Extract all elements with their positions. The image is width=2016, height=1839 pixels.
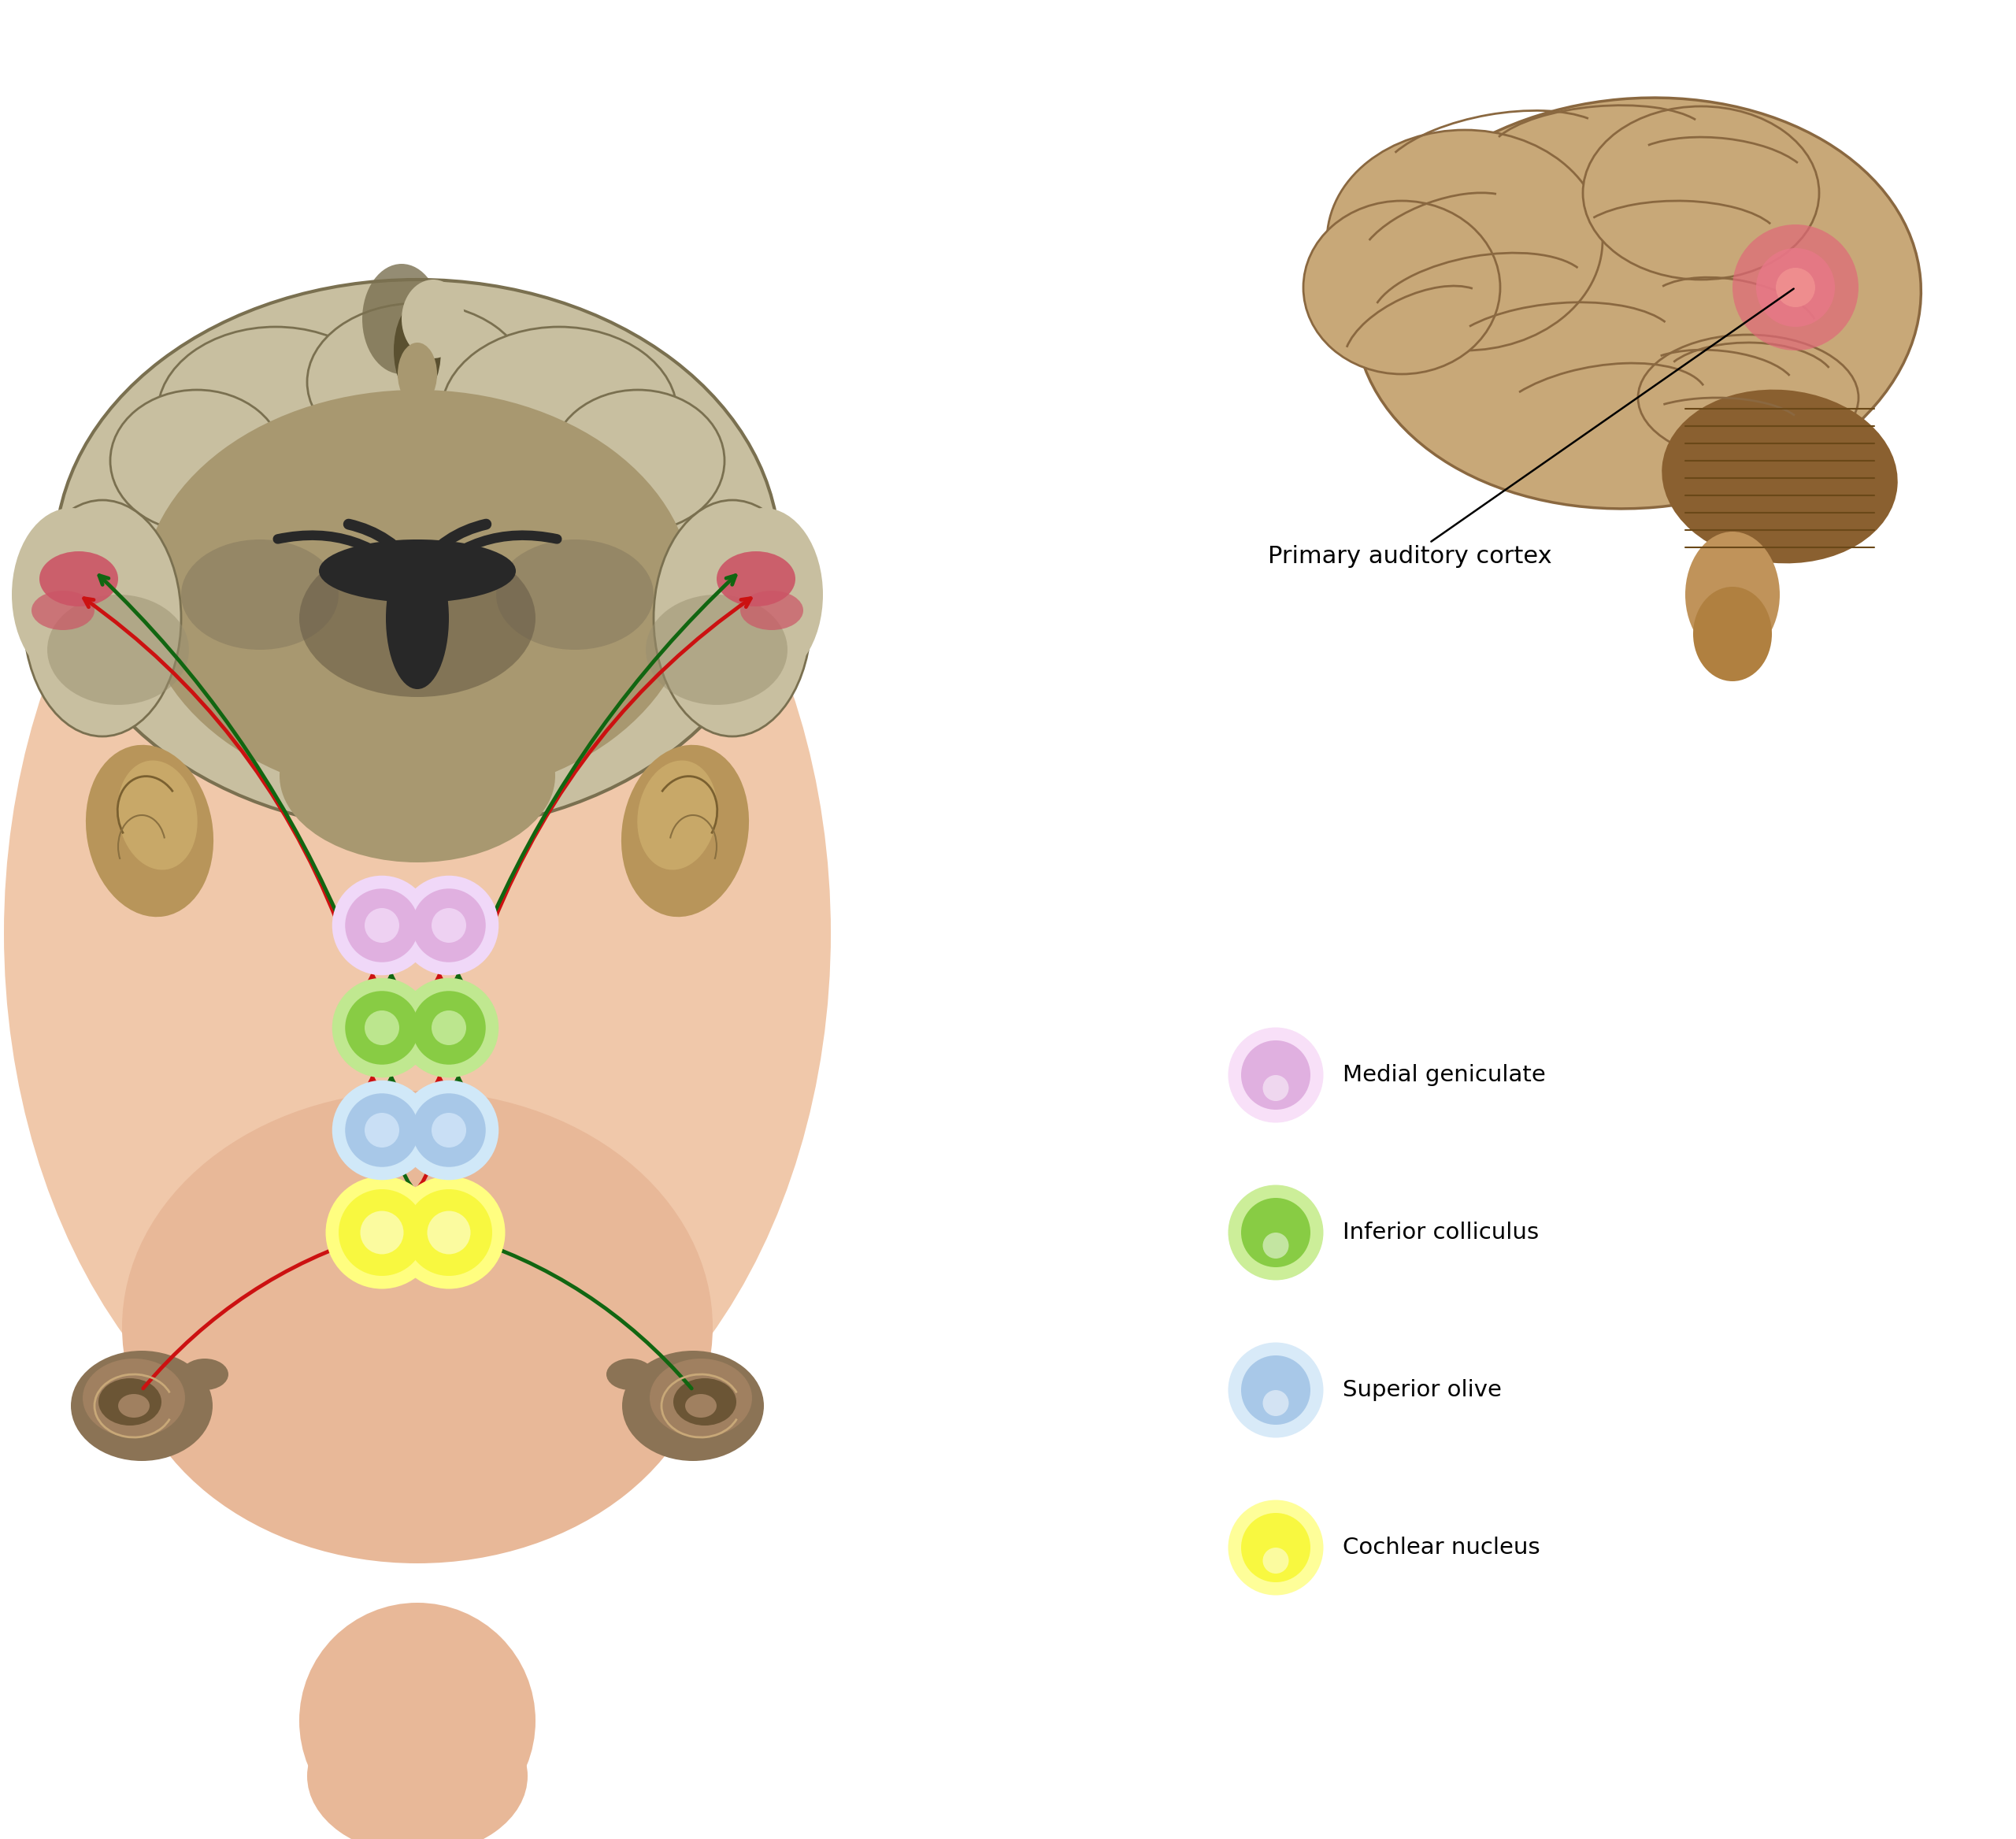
Ellipse shape <box>1302 200 1500 373</box>
Circle shape <box>431 908 466 943</box>
Circle shape <box>1242 1355 1310 1425</box>
Ellipse shape <box>645 594 788 704</box>
Ellipse shape <box>306 303 528 462</box>
Circle shape <box>1262 1076 1288 1102</box>
Circle shape <box>361 1210 403 1254</box>
Ellipse shape <box>298 539 536 697</box>
Circle shape <box>393 1177 506 1289</box>
Circle shape <box>411 991 486 1065</box>
Ellipse shape <box>298 1604 536 1839</box>
Ellipse shape <box>123 1091 714 1563</box>
Ellipse shape <box>385 548 450 690</box>
Ellipse shape <box>181 539 339 649</box>
Ellipse shape <box>306 1697 528 1839</box>
Ellipse shape <box>12 508 129 680</box>
Circle shape <box>1242 1197 1310 1267</box>
Ellipse shape <box>1355 97 1921 509</box>
Circle shape <box>345 888 419 962</box>
Circle shape <box>327 1177 437 1289</box>
Ellipse shape <box>550 390 724 531</box>
Ellipse shape <box>607 1359 653 1390</box>
Ellipse shape <box>71 1350 212 1460</box>
Ellipse shape <box>496 539 653 649</box>
Ellipse shape <box>280 690 554 862</box>
Circle shape <box>1242 1041 1310 1109</box>
Circle shape <box>1732 224 1859 351</box>
Circle shape <box>411 1094 486 1168</box>
Ellipse shape <box>111 390 284 531</box>
Ellipse shape <box>1693 587 1772 680</box>
Circle shape <box>399 978 498 1078</box>
Circle shape <box>365 1010 399 1045</box>
Ellipse shape <box>40 552 119 607</box>
Circle shape <box>1228 1501 1322 1594</box>
Ellipse shape <box>117 760 198 870</box>
Circle shape <box>1228 1184 1322 1280</box>
Ellipse shape <box>32 590 95 631</box>
Circle shape <box>427 1210 470 1254</box>
Text: Primary auditory cortex: Primary auditory cortex <box>1268 289 1794 568</box>
Circle shape <box>333 1079 431 1181</box>
Circle shape <box>1262 1232 1288 1258</box>
Ellipse shape <box>87 745 214 918</box>
Ellipse shape <box>181 1359 228 1390</box>
Circle shape <box>1756 248 1835 327</box>
Ellipse shape <box>363 263 442 373</box>
Circle shape <box>1242 1513 1310 1582</box>
Ellipse shape <box>393 539 442 634</box>
Circle shape <box>365 908 399 943</box>
Circle shape <box>431 1113 466 1148</box>
Ellipse shape <box>653 500 810 736</box>
Ellipse shape <box>54 280 780 831</box>
Circle shape <box>345 1094 419 1168</box>
Text: Superior olive: Superior olive <box>1343 1379 1502 1401</box>
Circle shape <box>1262 1390 1288 1416</box>
Ellipse shape <box>442 327 677 500</box>
Ellipse shape <box>685 1394 716 1418</box>
Ellipse shape <box>401 280 464 359</box>
Circle shape <box>411 888 486 962</box>
Circle shape <box>1228 1342 1322 1438</box>
Ellipse shape <box>740 590 802 631</box>
Ellipse shape <box>99 1377 161 1425</box>
Ellipse shape <box>397 342 437 406</box>
Ellipse shape <box>1685 531 1780 658</box>
Ellipse shape <box>623 1350 764 1460</box>
Text: Medial geniculate: Medial geniculate <box>1343 1065 1546 1087</box>
Circle shape <box>1262 1548 1288 1574</box>
Circle shape <box>345 991 419 1065</box>
Text: Inferior colliculus: Inferior colliculus <box>1343 1221 1538 1243</box>
Ellipse shape <box>119 1394 149 1418</box>
Circle shape <box>399 1079 498 1181</box>
Text: Cochlear nucleus: Cochlear nucleus <box>1343 1537 1540 1559</box>
Circle shape <box>333 978 431 1078</box>
Ellipse shape <box>706 508 823 680</box>
Ellipse shape <box>649 1359 752 1438</box>
Ellipse shape <box>1661 390 1897 563</box>
Circle shape <box>399 875 498 975</box>
Ellipse shape <box>1583 107 1818 280</box>
Ellipse shape <box>83 1359 185 1438</box>
Ellipse shape <box>46 594 190 704</box>
Ellipse shape <box>393 303 442 397</box>
Ellipse shape <box>4 362 831 1504</box>
Circle shape <box>405 1190 492 1276</box>
Ellipse shape <box>1637 335 1859 462</box>
Ellipse shape <box>24 500 181 736</box>
Ellipse shape <box>1327 131 1603 351</box>
Ellipse shape <box>673 1377 736 1425</box>
Circle shape <box>1228 1028 1322 1122</box>
Ellipse shape <box>157 327 393 500</box>
Ellipse shape <box>141 390 694 800</box>
Ellipse shape <box>716 552 796 607</box>
Circle shape <box>1776 268 1814 307</box>
Ellipse shape <box>637 760 718 870</box>
Circle shape <box>365 1113 399 1148</box>
Circle shape <box>431 1010 466 1045</box>
Ellipse shape <box>319 539 516 603</box>
Ellipse shape <box>621 745 750 918</box>
Circle shape <box>339 1190 425 1276</box>
Circle shape <box>333 875 431 975</box>
